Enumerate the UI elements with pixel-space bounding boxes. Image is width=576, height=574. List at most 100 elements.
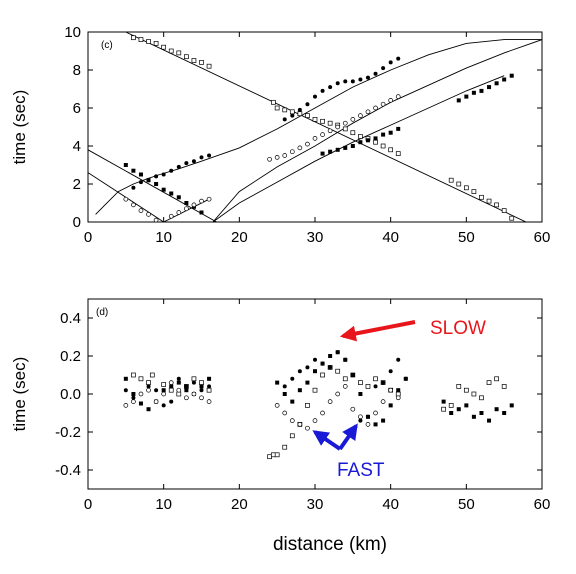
data-point-open-square xyxy=(342,126,348,132)
data-point-filled-circle xyxy=(176,376,181,381)
data-point-filled-square xyxy=(176,195,181,200)
data-point-filled-circle xyxy=(388,369,393,374)
data-point-filled-square xyxy=(464,403,469,408)
data-point-filled-square xyxy=(494,81,499,86)
data-point-open-square xyxy=(271,452,276,458)
data-point-open-square xyxy=(274,452,280,458)
data-point-filled-circle xyxy=(282,117,287,122)
y-tick-label: 8 xyxy=(73,62,81,79)
data-point-filled-circle xyxy=(396,56,401,61)
model-curve xyxy=(212,39,542,222)
x-tick-label: 50 xyxy=(458,496,475,513)
data-point-filled-circle xyxy=(373,71,378,76)
data-point-filled-square xyxy=(441,399,446,404)
data-point-open-circle xyxy=(373,410,378,416)
data-points-d xyxy=(123,350,514,460)
data-point-filled-circle xyxy=(358,77,363,82)
data-point-filled-square xyxy=(176,380,181,385)
data-point-open-square xyxy=(289,109,295,115)
data-point-filled-circle xyxy=(320,361,325,366)
data-points-c xyxy=(123,35,515,223)
data-point-open-circle xyxy=(335,124,341,130)
data-point-filled-circle xyxy=(343,357,348,362)
data-point-open-circle xyxy=(305,425,310,431)
data-point-open-square xyxy=(479,194,484,200)
data-point-filled-square xyxy=(207,376,212,381)
data-point-open-square xyxy=(350,130,356,136)
data-point-open-circle xyxy=(282,153,288,158)
data-point-open-square xyxy=(297,111,303,117)
data-point-open-circle xyxy=(146,387,151,393)
data-point-filled-circle xyxy=(138,180,143,185)
data-point-open-square xyxy=(494,202,499,208)
data-point-open-square xyxy=(441,406,446,412)
data-point-open-square xyxy=(206,63,212,69)
data-point-filled-square xyxy=(313,369,317,374)
data-point-filled-square xyxy=(479,88,484,93)
data-point-open-square xyxy=(131,35,136,41)
data-point-open-square xyxy=(471,391,477,397)
data-point-filled-square xyxy=(328,149,333,154)
axis-ticks-c: 0 10 20 30 40 50 60 0 2 4 6 8 10 xyxy=(64,24,550,246)
data-point-open-square xyxy=(486,198,492,204)
data-point-filled-circle xyxy=(161,403,166,408)
data-point-open-circle xyxy=(267,156,272,162)
data-point-open-circle xyxy=(176,210,182,215)
data-point-filled-circle xyxy=(358,418,363,423)
data-point-filled-circle xyxy=(403,376,408,381)
panel-c: (c) 0 10 20 30 40 50 60 0 2 4 6 8 10 time (sec) xyxy=(10,24,550,246)
data-point-open-circle xyxy=(388,98,394,103)
data-point-open-square xyxy=(138,376,144,382)
x-tick-label: 20 xyxy=(231,229,248,246)
data-point-open-square xyxy=(161,44,167,50)
data-point-filled-circle xyxy=(365,414,370,419)
data-point-open-circle xyxy=(327,128,333,134)
data-point-open-circle xyxy=(191,391,197,397)
fast-annotation: FAST xyxy=(337,460,385,481)
data-point-filled-square xyxy=(487,418,492,423)
data-point-open-square xyxy=(501,208,507,213)
data-point-filled-circle xyxy=(199,155,204,160)
data-point-open-circle xyxy=(131,399,136,404)
data-point-open-square xyxy=(161,382,167,387)
data-point-open-circle xyxy=(373,105,378,111)
data-point-filled-square xyxy=(479,411,484,415)
x-tick-label: 20 xyxy=(231,496,248,513)
data-point-filled-circle xyxy=(123,388,128,393)
data-point-open-circle xyxy=(138,208,144,213)
data-point-open-circle xyxy=(380,399,386,404)
data-point-open-circle xyxy=(199,395,204,401)
data-point-filled-square xyxy=(358,140,363,145)
y-axis-label-d: time (sec) xyxy=(10,357,29,432)
data-point-filled-square xyxy=(290,399,295,404)
data-point-filled-circle xyxy=(305,365,310,370)
data-point-filled-circle xyxy=(388,60,393,65)
data-point-open-circle xyxy=(350,406,356,412)
data-point-open-square xyxy=(199,380,204,385)
data-point-filled-square xyxy=(320,151,325,156)
x-tick-label: 40 xyxy=(382,229,399,246)
data-point-filled-circle xyxy=(313,357,317,362)
data-point-filled-circle xyxy=(305,102,310,107)
data-point-open-square xyxy=(327,120,333,126)
data-point-open-circle xyxy=(365,109,371,115)
data-point-open-square xyxy=(138,37,144,42)
y-axis-label-c: time (sec) xyxy=(10,90,29,165)
data-point-open-square xyxy=(373,139,378,145)
data-point-open-square xyxy=(358,380,363,385)
y-tick-label: 0.2 xyxy=(60,348,81,365)
data-point-open-square xyxy=(271,99,276,105)
x-tick-label: 10 xyxy=(155,229,172,246)
data-point-open-square xyxy=(320,118,325,124)
data-point-open-circle xyxy=(153,399,159,404)
x-axis-label-d: distance (km) xyxy=(273,534,387,555)
data-point-open-square xyxy=(463,387,469,393)
data-point-open-circle xyxy=(146,212,151,217)
data-point-open-square xyxy=(448,403,454,408)
data-point-open-square xyxy=(395,391,401,397)
data-point-filled-circle xyxy=(199,388,204,393)
data-point-open-square xyxy=(373,376,378,382)
data-point-filled-circle xyxy=(381,66,386,71)
data-point-open-square xyxy=(206,387,212,393)
